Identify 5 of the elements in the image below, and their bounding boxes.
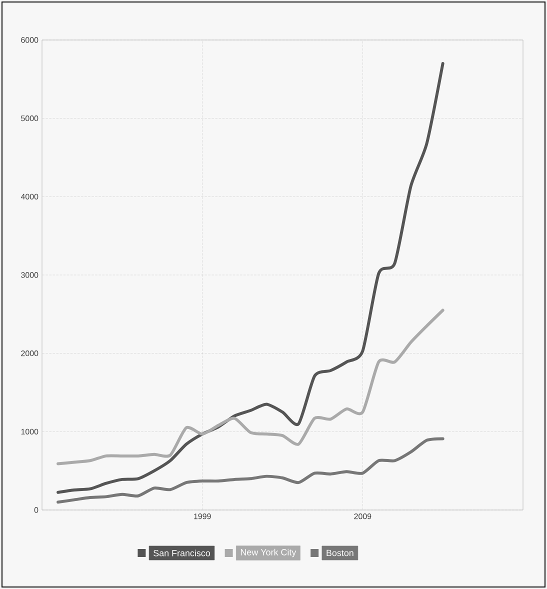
legend-label: Boston (326, 550, 354, 556)
line-series (56, 437, 444, 504)
line-series (56, 62, 444, 494)
legend-label: San Francisco (154, 550, 210, 556)
legend-label: New York City (240, 548, 296, 558)
